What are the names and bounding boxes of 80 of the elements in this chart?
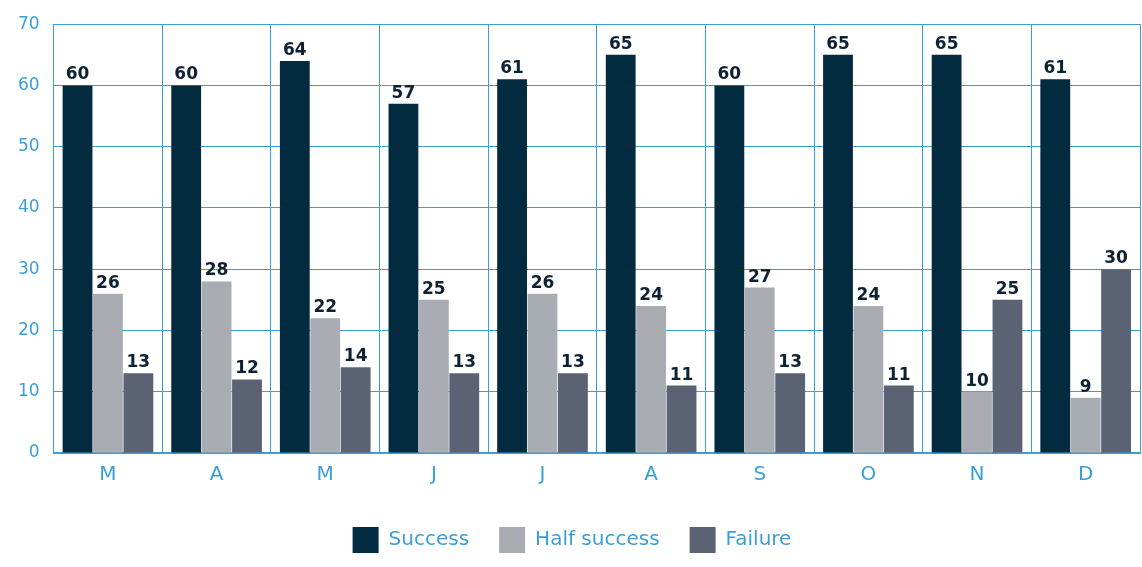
bar	[1101, 269, 1132, 453]
bar	[883, 385, 914, 453]
data-label: 26	[530, 271, 555, 292]
bar	[714, 85, 745, 453]
data-label: 60	[65, 63, 90, 84]
data-label: 11	[886, 363, 911, 384]
bar	[171, 85, 202, 453]
data-label: 9	[1079, 375, 1092, 396]
bar	[558, 373, 588, 453]
y-tick-label: 40	[17, 196, 40, 217]
bar	[992, 299, 1023, 453]
data-label: 65	[608, 32, 633, 53]
bar	[201, 281, 232, 453]
data-label: 60	[174, 63, 199, 84]
bar	[232, 379, 262, 453]
data-label: 14	[343, 345, 368, 366]
bar	[497, 79, 527, 453]
x-tick-label: N	[969, 461, 985, 486]
bar	[1070, 397, 1101, 453]
data-label: 11	[669, 363, 694, 384]
y-tick-label: 0	[28, 441, 40, 462]
bar	[62, 85, 93, 453]
legend-label: Failure	[725, 526, 792, 551]
data-label: 61	[500, 57, 524, 78]
data-label: 10	[965, 369, 990, 390]
bar	[123, 373, 154, 453]
data-label: 24	[639, 283, 664, 304]
x-tick-label: S	[753, 461, 767, 486]
y-tick-label: 30	[17, 257, 40, 278]
bar	[310, 318, 341, 453]
x-tick-label: D	[1077, 461, 1094, 486]
data-label: 13	[126, 351, 151, 372]
data-label: 25	[995, 277, 1020, 298]
bar	[853, 305, 884, 453]
x-tick-label: J	[537, 461, 546, 486]
data-label: 65	[826, 32, 850, 53]
data-label: 26	[96, 271, 120, 292]
data-label: 64	[282, 38, 307, 59]
data-label: 13	[778, 351, 803, 372]
data-label: 65	[934, 32, 959, 53]
data-label: 57	[391, 81, 416, 102]
bar	[823, 54, 853, 453]
data-label: 22	[313, 296, 338, 317]
legend-label: Half success	[535, 526, 660, 551]
data-label: 13	[452, 351, 477, 372]
x-tick-label: J	[428, 461, 437, 486]
y-tick-label: 50	[17, 135, 40, 156]
x-tick-label: A	[209, 461, 224, 486]
bar	[605, 54, 636, 453]
bar	[340, 367, 371, 453]
bar	[279, 60, 310, 453]
bar	[418, 299, 449, 453]
bar	[1040, 79, 1071, 453]
data-label: 30	[1104, 247, 1129, 268]
y-tick-label: 70	[17, 12, 40, 33]
bar	[527, 293, 558, 453]
y-tick-label: 60	[17, 73, 40, 94]
bar	[388, 103, 419, 453]
data-label: 12	[235, 357, 259, 378]
y-tick-label: 20	[17, 318, 40, 339]
x-tick-label: O	[860, 461, 877, 486]
x-tick-label: M	[99, 461, 117, 486]
data-label: 60	[717, 63, 742, 84]
bar	[666, 385, 697, 453]
data-label: 13	[561, 351, 585, 372]
bar	[449, 373, 480, 453]
data-label: 24	[856, 283, 881, 304]
y-tick-label: 10	[17, 380, 40, 401]
bar	[931, 54, 962, 453]
x-tick-label: M	[316, 461, 334, 486]
legend-label: Success	[388, 526, 470, 551]
x-tick-label: A	[644, 461, 659, 486]
bar	[744, 287, 775, 453]
bar	[636, 305, 667, 453]
bar	[93, 293, 123, 453]
data-label: 61	[1043, 57, 1068, 78]
data-label: 25	[422, 277, 446, 298]
bar	[775, 373, 806, 453]
data-label: 27	[747, 265, 772, 286]
bar	[962, 391, 992, 453]
